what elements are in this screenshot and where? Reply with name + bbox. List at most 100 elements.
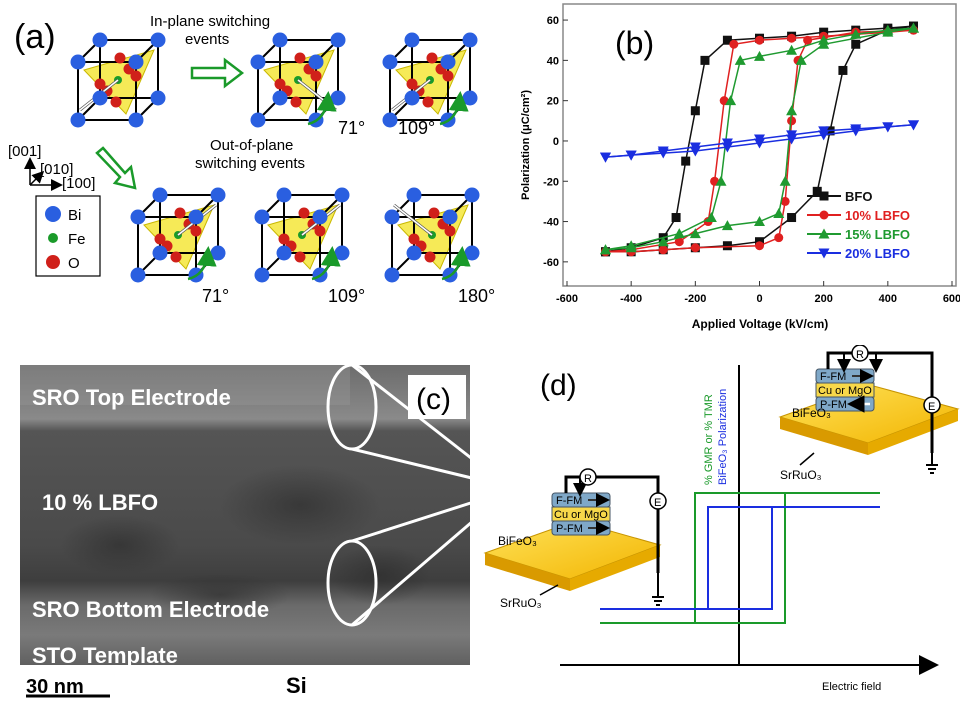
data-point [780,196,790,206]
oxygen-atom [290,96,302,108]
rotation-arrow [307,91,337,126]
oxygen-atom [294,52,306,64]
axis-x-label: [100] [62,175,95,192]
data-point [705,212,717,223]
bismuth-atom [150,90,166,106]
axis-y-label: [010] [40,161,73,178]
bismuth-atom [462,90,478,106]
data-point [657,146,669,157]
bismuth-atom [250,112,266,128]
oxygen-atom [294,251,306,263]
panel-b-label: (b) [615,25,654,61]
oxygen-atom [190,225,202,237]
data-point [625,150,637,161]
outplane-arrow [95,146,137,190]
x-tick-label: -200 [684,293,706,305]
y-tick-label: -20 [543,176,559,188]
bismuth-atom [334,187,350,203]
panel-c: (c) SRO Top Electrode 10 % LBFO SRO Bott… [0,345,490,698]
data-point [818,126,830,137]
data-point [689,142,701,153]
oxygen-atom [114,52,126,64]
x-tick-label: 0 [756,293,762,305]
bismuth-atom [70,54,86,70]
oxygen-atom [94,78,106,90]
legend-label: BFO [845,189,872,204]
data-point [690,106,700,116]
data-point [787,33,797,43]
legend-bi: Bi [68,207,81,224]
device-schematic: (d) Electric field % GMR or % TMR BiFeO₃… [483,344,960,693]
rotation-arrow [439,91,469,126]
series-line [605,29,914,253]
oxygen-atom [130,70,142,82]
data-point [819,210,829,220]
legend-o: O [68,255,80,272]
left-e-label: E [654,497,661,509]
bismuth-atom [188,209,204,225]
bismuth-atom [254,209,270,225]
data-point [700,55,710,65]
bismuth-atom [152,245,168,261]
unit-cell [70,32,166,128]
data-point [690,243,700,253]
bismuth-atom [312,209,328,225]
bismuth-atom [384,267,400,283]
bismuth-atom [382,112,398,128]
data-point [818,38,830,49]
data-point [721,220,733,231]
inplane-title-2: events [185,31,229,48]
gmr-loop [600,492,880,624]
data-point [819,191,829,201]
data-point [851,39,861,49]
oxygen-atom [110,96,122,108]
data-point [681,156,691,166]
layer-sto: STO Template [32,643,178,668]
bismuth-atom [462,32,478,48]
panel-b: (b) -600 -400 -200 0 200 400 600 60 40 20 0 -20 -40-… [515,0,960,335]
y-tick-label: -40 [543,217,559,229]
data-point [787,116,797,126]
legend-label: 15% LBFO [845,227,910,242]
bismuth-atom [382,54,398,70]
oxygen-atom [314,225,326,237]
angle-top-71: 71° [338,118,365,138]
oxygen-atom [174,207,186,219]
bismuth-atom [406,245,422,261]
panel-c-label-box [408,375,466,419]
bismuth-atom [130,267,146,283]
bismuth-atom [272,32,288,48]
right-layer-spacer: Cu or MgO [818,385,872,397]
left-layer-pfm: P-FM [556,523,583,535]
oxygen-atom [422,96,434,108]
bismuth-atom [92,90,108,106]
bismuth-atom [70,112,86,128]
data-point [754,216,765,227]
bismuth-atom [308,54,324,70]
oxygen-atom [298,207,310,219]
oxygen-atom [444,225,456,237]
series-2 [600,22,919,255]
scale-bar-label: 30 nm [26,676,84,698]
polarization-chart: (b) -600 -400 -200 0 200 400 6006040200-20-40-… [520,3,960,331]
axis-indicator: [001] [010] [100] [8,143,95,192]
data-point [882,122,894,133]
oxygen-atom [406,78,418,90]
data-point [673,228,685,239]
oxygen-atom [442,70,454,82]
bismuth-atom [210,245,226,261]
data-point [803,35,813,45]
data-point [838,65,848,75]
oxygen-atom [424,251,436,263]
oxygen-atom [428,207,440,219]
legend-label: 20% LBFO [845,246,910,261]
layer-sro-bottom: SRO Bottom Electrode [32,597,269,622]
bismuth-atom [276,187,292,203]
legend-fe: Fe [68,231,86,248]
left-electrode-label: SrRuO₃ [500,596,542,610]
bismuth-atom [128,54,144,70]
y-tick-label: 20 [547,96,559,108]
x-axis-label-d: Electric field [822,681,881,693]
data-point [786,44,798,55]
unit-cell [254,187,350,283]
